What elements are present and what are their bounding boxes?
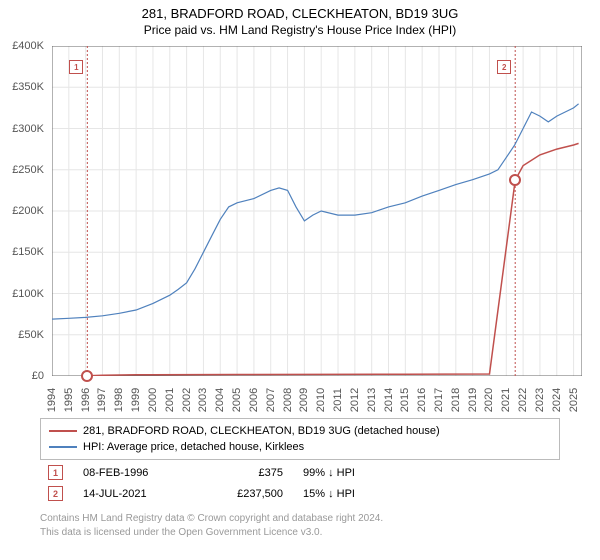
x-tick-label: 2025 <box>568 388 580 412</box>
x-axis-labels: 1994199519961997199819992000200120022003… <box>52 394 582 408</box>
x-tick-label: 2013 <box>366 388 378 412</box>
event-date-1: 08-FEB-1996 <box>83 467 183 479</box>
x-tick-label: 2011 <box>332 388 344 412</box>
x-tick-label: 1994 <box>46 388 58 412</box>
x-tick-label: 2007 <box>265 388 277 412</box>
event-dot <box>509 174 521 186</box>
chart-subtitle: Price paid vs. HM Land Registry's House … <box>0 21 600 41</box>
y-tick-label: £300K <box>12 123 44 135</box>
x-tick-label: 2001 <box>164 388 176 412</box>
x-tick-label: 2014 <box>383 388 395 412</box>
y-tick-label: £150K <box>12 246 44 258</box>
event-marker-1: 1 <box>48 465 63 480</box>
x-tick-label: 2015 <box>399 388 411 412</box>
legend-label-hpi: HPI: Average price, detached house, Kirk… <box>83 439 304 455</box>
legend-row-price: 281, BRADFORD ROAD, CLECKHEATON, BD19 3U… <box>49 423 551 439</box>
legend: 281, BRADFORD ROAD, CLECKHEATON, BD19 3U… <box>40 418 560 460</box>
x-tick-label: 2023 <box>534 388 546 412</box>
y-tick-label: £100K <box>12 288 44 300</box>
x-tick-label: 2005 <box>231 388 243 412</box>
x-tick-label: 2002 <box>181 388 193 412</box>
event-price-1: £375 <box>203 467 283 479</box>
y-tick-label: £50K <box>18 329 44 341</box>
x-tick-label: 2018 <box>450 388 462 412</box>
x-tick-label: 1997 <box>96 388 108 412</box>
event-dot <box>81 370 93 382</box>
x-tick-label: 2010 <box>315 388 327 412</box>
chart-plot <box>52 46 582 376</box>
y-tick-label: £250K <box>12 164 44 176</box>
chart-title: 281, BRADFORD ROAD, CLECKHEATON, BD19 3U… <box>0 0 600 21</box>
x-tick-label: 2003 <box>197 388 209 412</box>
x-tick-label: 2016 <box>416 388 428 412</box>
x-tick-label: 2024 <box>551 388 563 412</box>
x-tick-label: 2017 <box>433 388 445 412</box>
plot-event-marker: 2 <box>497 60 511 74</box>
legend-label-price: 281, BRADFORD ROAD, CLECKHEATON, BD19 3U… <box>83 423 440 439</box>
x-tick-label: 2019 <box>467 388 479 412</box>
y-tick-label: £350K <box>12 81 44 93</box>
event-marker-2: 2 <box>48 486 63 501</box>
legend-row-hpi: HPI: Average price, detached house, Kirk… <box>49 439 551 455</box>
x-tick-label: 2004 <box>214 388 226 412</box>
event-row-1: 1 08-FEB-1996 £375 99% ↓ HPI <box>40 462 560 483</box>
x-tick-label: 1996 <box>80 388 92 412</box>
event-hpi-1: 99% ↓ HPI <box>303 467 552 479</box>
legend-swatch-hpi <box>49 446 77 448</box>
event-date-2: 14-JUL-2021 <box>83 488 183 500</box>
x-tick-label: 2020 <box>483 388 495 412</box>
y-tick-label: £400K <box>12 40 44 52</box>
x-tick-label: 2000 <box>147 388 159 412</box>
x-tick-label: 2012 <box>349 388 361 412</box>
x-tick-label: 1999 <box>130 388 142 412</box>
event-hpi-2: 15% ↓ HPI <box>303 488 552 500</box>
y-tick-label: £0 <box>32 370 44 382</box>
y-tick-label: £200K <box>12 205 44 217</box>
event-price-2: £237,500 <box>203 488 283 500</box>
x-tick-label: 2022 <box>517 388 529 412</box>
x-tick-label: 2009 <box>298 388 310 412</box>
x-tick-label: 2021 <box>500 388 512 412</box>
event-row-2: 2 14-JUL-2021 £237,500 15% ↓ HPI <box>40 483 560 504</box>
x-tick-label: 2008 <box>282 388 294 412</box>
x-tick-label: 1998 <box>113 388 125 412</box>
x-tick-label: 2006 <box>248 388 260 412</box>
footer-text: Contains HM Land Registry data © Crown c… <box>40 512 560 539</box>
event-table: 1 08-FEB-1996 £375 99% ↓ HPI 2 14-JUL-20… <box>40 462 560 504</box>
legend-swatch-price <box>49 430 77 432</box>
plot-event-marker: 1 <box>69 60 83 74</box>
x-tick-label: 1995 <box>63 388 75 412</box>
